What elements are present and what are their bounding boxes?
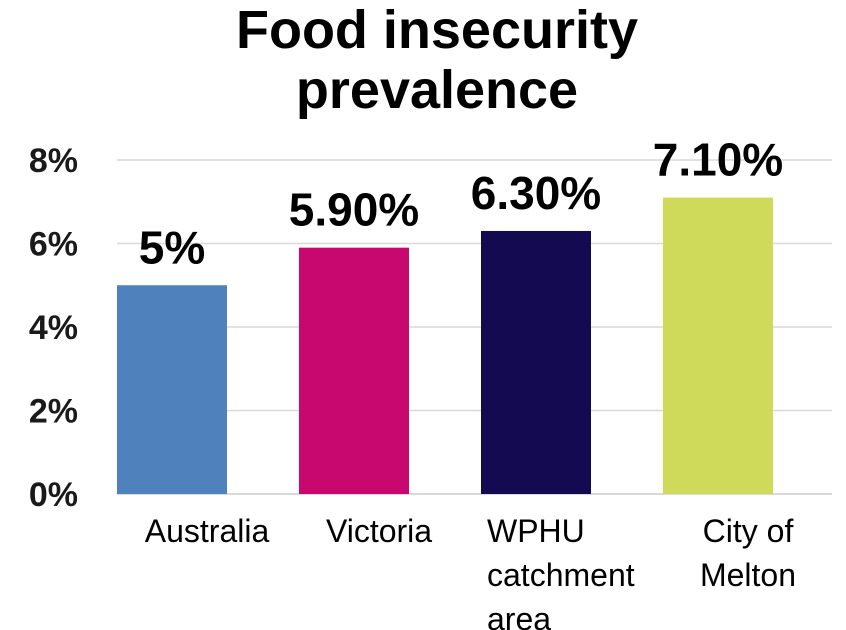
data-label: 5.90% — [289, 184, 419, 236]
bar — [299, 247, 409, 494]
x-tick-label: Australia — [145, 513, 270, 549]
x-axis-ticks: Australia Victoria WPHU catchment area City o… — [145, 513, 796, 630]
data-labels: 5% 5.90% 6.30% 7.10% — [139, 134, 783, 274]
x-tick-label: Melton — [700, 557, 796, 593]
y-tick-label: 8% — [29, 142, 78, 180]
y-tick-label: 2% — [29, 393, 78, 431]
x-tick-label: area — [487, 601, 551, 630]
x-tick-label: catchment — [487, 557, 635, 593]
data-label: 7.10% — [653, 134, 783, 186]
y-tick-label: 6% — [29, 226, 78, 264]
bars — [117, 197, 773, 494]
y-tick-label: 4% — [29, 309, 78, 347]
chart-title-line: Food insecurity — [236, 0, 638, 60]
chart-title-line: prevalence — [296, 60, 578, 120]
bar — [117, 285, 227, 494]
data-label: 5% — [139, 221, 205, 273]
data-label: 6.30% — [471, 167, 601, 219]
bar — [481, 230, 591, 494]
x-tick-label: WPHU — [487, 513, 585, 549]
y-tick-label: 0% — [29, 476, 78, 514]
bar — [663, 197, 773, 494]
x-tick-label: Victoria — [326, 513, 432, 549]
x-tick-label: City of — [703, 513, 794, 549]
y-axis-ticks: 0% 2% 4% 6% 8% — [29, 142, 78, 514]
